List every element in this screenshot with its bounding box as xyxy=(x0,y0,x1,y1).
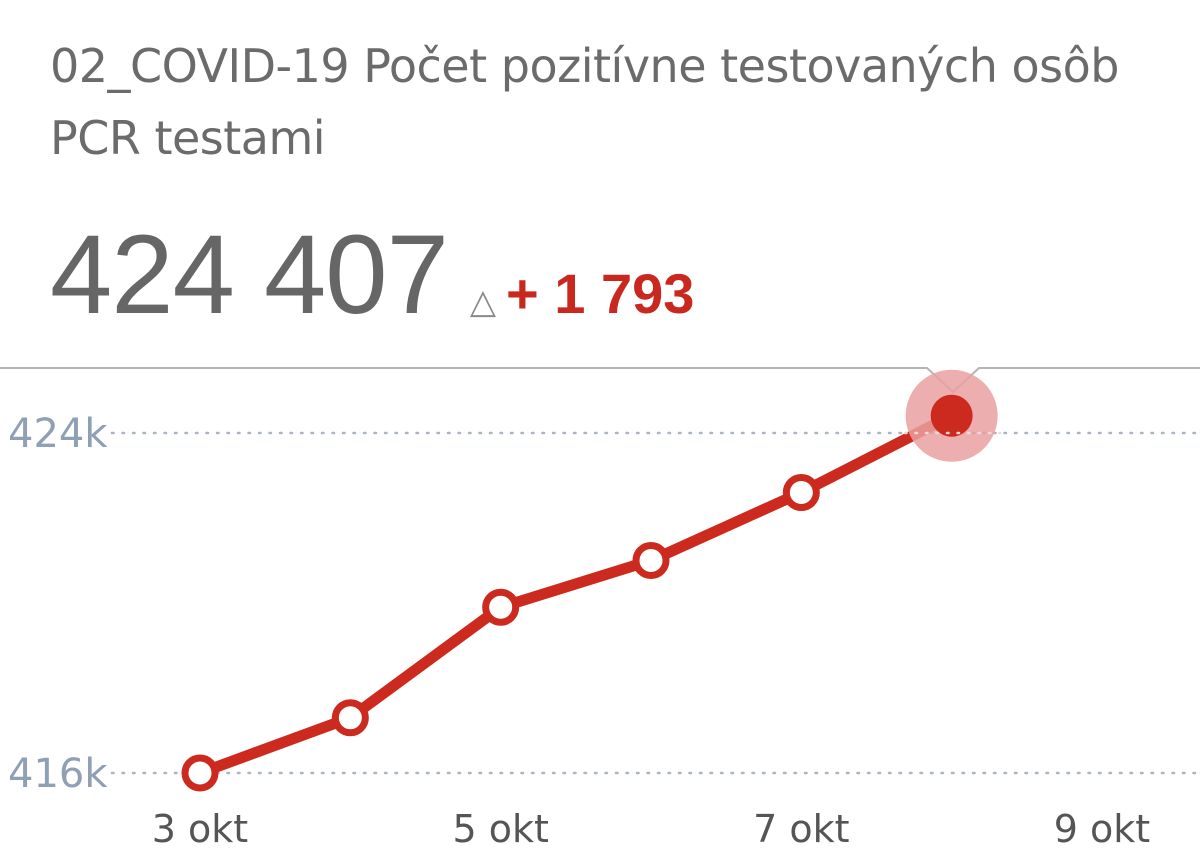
data-point xyxy=(181,754,219,792)
data-point xyxy=(782,474,820,511)
x-tick-label: 7 okt xyxy=(753,807,849,851)
data-point xyxy=(331,699,369,737)
highlighted-data-point xyxy=(930,394,973,437)
data-point xyxy=(632,542,670,579)
y-tick-label: 424k xyxy=(8,411,108,457)
x-tick-label: 9 okt xyxy=(1054,807,1150,851)
series-line xyxy=(194,410,958,779)
kpi-block: 424 407 △ + 1 793 xyxy=(50,210,694,339)
kpi-value: 424 407 xyxy=(50,212,449,337)
data-point xyxy=(482,588,520,626)
y-tick-label: 416k xyxy=(8,751,108,797)
panel-top-border xyxy=(0,367,1200,394)
delta-triangle-icon: △ xyxy=(469,282,497,322)
x-tick-label: 5 okt xyxy=(452,807,548,851)
chart-title: 02_COVID-19 Počet pozitívne testovaných … xyxy=(50,39,1119,165)
x-tick-label: 3 okt xyxy=(152,807,248,851)
kpi-delta: + 1 793 xyxy=(506,262,695,325)
